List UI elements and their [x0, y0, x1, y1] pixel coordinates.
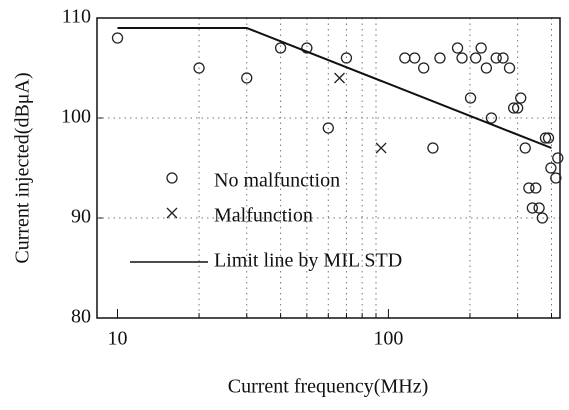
point	[490, 52, 502, 64]
y-tick-label: 80	[71, 306, 91, 328]
legend-label: Limit line by MIL STD	[214, 250, 402, 272]
point	[530, 182, 542, 194]
point	[334, 72, 345, 84]
point	[418, 62, 430, 74]
point	[503, 62, 516, 74]
point	[508, 102, 520, 114]
point	[515, 92, 527, 104]
x-tick-label: 10	[108, 328, 128, 350]
point	[427, 142, 439, 154]
point	[497, 52, 509, 64]
point	[545, 162, 557, 174]
point	[475, 42, 487, 54]
legend-label: Malfunction	[214, 205, 313, 227]
limit-line	[117, 27, 552, 149]
y-tick-label: 100	[61, 106, 91, 128]
point	[480, 62, 493, 74]
point	[399, 52, 411, 64]
point	[511, 102, 524, 114]
point	[409, 52, 421, 64]
point	[519, 142, 531, 154]
point	[434, 52, 446, 64]
point	[485, 112, 498, 124]
point	[241, 72, 253, 84]
point	[550, 172, 562, 184]
point	[552, 152, 564, 164]
legend-marker	[166, 207, 178, 219]
plot-frame	[96, 17, 561, 319]
legend-label: No malfunction	[214, 170, 340, 192]
point	[451, 42, 464, 54]
x-axis-label: Current frequency(MHz)	[228, 376, 428, 398]
point	[533, 202, 545, 214]
point	[301, 42, 313, 54]
point	[274, 42, 287, 54]
y-tick-label: 110	[62, 6, 91, 28]
x-tick-label: 100	[373, 328, 403, 350]
point	[542, 132, 555, 144]
y-tick-label: 90	[71, 206, 91, 228]
y-axis-label: Current injected(dBμA)	[12, 72, 34, 263]
point	[340, 52, 353, 64]
point	[536, 212, 548, 224]
point	[526, 202, 539, 214]
point	[539, 132, 552, 144]
point	[193, 62, 205, 74]
point	[470, 52, 482, 64]
point	[456, 52, 468, 64]
point	[375, 142, 387, 154]
legend-marker	[166, 172, 178, 184]
point	[464, 92, 477, 104]
point	[111, 32, 124, 44]
point	[322, 122, 334, 134]
point	[523, 182, 535, 194]
